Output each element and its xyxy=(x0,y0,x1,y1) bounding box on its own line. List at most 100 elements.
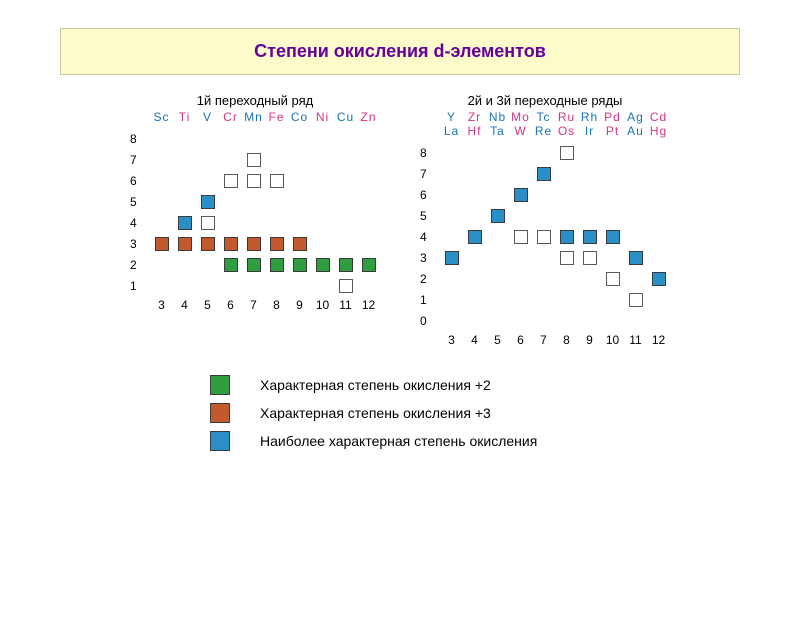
legend-swatch xyxy=(210,431,230,451)
oxidation-cell xyxy=(178,237,192,251)
element-label: Mo xyxy=(509,110,532,124)
element-label: Ti xyxy=(173,110,196,124)
oxidation-cell xyxy=(514,188,528,202)
oxidation-cell xyxy=(560,146,574,160)
oxidation-cell xyxy=(316,258,330,272)
oxidation-cell xyxy=(155,237,169,251)
oxidation-cell xyxy=(270,258,284,272)
oxidation-cell xyxy=(270,174,284,188)
x-tick: 3 xyxy=(448,333,455,347)
chart-1: 1й переходный ряд ScTiVCrMnFeCoNiCuZn 8 7… xyxy=(130,93,380,347)
element-label: Hf xyxy=(463,124,486,138)
x-tick: 12 xyxy=(652,333,665,347)
x-tick: 8 xyxy=(273,298,280,312)
element-label: Co xyxy=(288,110,311,124)
y-tick: 3 xyxy=(130,237,137,251)
y-tick: 1 xyxy=(130,279,137,293)
oxidation-cell xyxy=(247,237,261,251)
oxidation-cell xyxy=(537,230,551,244)
oxidation-cell xyxy=(652,272,666,286)
chart1-subtitle: 1й переходный ряд xyxy=(130,93,380,108)
legend-label: Характерная степень окисления +3 xyxy=(260,405,491,421)
oxidation-cell xyxy=(606,230,620,244)
chart2-elements: YZrNbMoTcRuRhPdAgCdLaHfTaWReOsIrPtAuHg xyxy=(420,110,670,138)
oxidation-cell xyxy=(537,167,551,181)
chart2-plot: 876543210 xyxy=(420,142,670,331)
oxidation-cell xyxy=(178,216,192,230)
x-tick: 9 xyxy=(296,298,303,312)
legend-row: Наиболее характерная степень окисления xyxy=(210,431,537,451)
element-label: Ta xyxy=(486,124,509,138)
legend: Характерная степень окисления +2 Характер… xyxy=(0,375,800,451)
oxidation-cell xyxy=(629,293,643,307)
legend-row: Характерная степень окисления +3 xyxy=(210,403,491,423)
x-tick: 4 xyxy=(181,298,188,312)
oxidation-cell xyxy=(445,251,459,265)
element-label: La xyxy=(440,124,463,138)
y-tick: 8 xyxy=(420,146,427,160)
element-label: Y xyxy=(440,110,463,124)
legend-row: Характерная степень окисления +2 xyxy=(210,375,491,395)
oxidation-cell xyxy=(560,230,574,244)
element-label: Nb xyxy=(486,110,509,124)
legend-swatch xyxy=(210,375,230,395)
oxidation-cell xyxy=(514,230,528,244)
element-label: V xyxy=(196,110,219,124)
y-tick: 5 xyxy=(420,209,427,223)
element-label: Sc xyxy=(150,110,173,124)
oxidation-cell xyxy=(201,237,215,251)
chart2-subtitle: 2й и 3й переходные ряды xyxy=(420,93,670,108)
oxidation-cell xyxy=(224,174,238,188)
element-label: Rh xyxy=(578,110,601,124)
oxidation-cell xyxy=(247,258,261,272)
element-label: Hg xyxy=(647,124,670,138)
element-label: W xyxy=(509,124,532,138)
y-tick: 1 xyxy=(420,293,427,307)
page-title: Степени окисления d-элементов xyxy=(254,41,546,61)
chart1-plot: 87654321 xyxy=(130,128,380,296)
oxidation-cell xyxy=(606,272,620,286)
x-tick: 12 xyxy=(362,298,375,312)
x-tick: 10 xyxy=(606,333,619,347)
oxidation-cell xyxy=(247,153,261,167)
element-label: Zn xyxy=(357,110,380,124)
legend-swatch xyxy=(210,403,230,423)
oxidation-cell xyxy=(583,230,597,244)
element-label: Ni xyxy=(311,110,334,124)
chart1-elements: ScTiVCrMnFeCoNiCuZn xyxy=(130,110,380,124)
x-tick: 7 xyxy=(250,298,257,312)
oxidation-cell xyxy=(247,174,261,188)
x-tick: 11 xyxy=(629,333,641,347)
oxidation-cell xyxy=(293,237,307,251)
y-tick: 7 xyxy=(130,153,137,167)
y-tick: 0 xyxy=(420,314,427,328)
y-tick: 2 xyxy=(420,272,427,286)
chart1-xaxis: 3456789101112 xyxy=(130,296,380,312)
y-tick: 3 xyxy=(420,251,427,265)
x-tick: 3 xyxy=(158,298,165,312)
chart2-xaxis: 3456789101112 xyxy=(420,331,670,347)
element-label: Cr xyxy=(219,110,242,124)
y-tick: 8 xyxy=(130,132,137,146)
y-tick: 4 xyxy=(130,216,137,230)
element-label: Cu xyxy=(334,110,357,124)
oxidation-cell xyxy=(468,230,482,244)
oxidation-cell xyxy=(339,258,353,272)
y-tick: 6 xyxy=(130,174,137,188)
element-label: Mn xyxy=(242,110,265,124)
oxidation-cell xyxy=(201,195,215,209)
element-label: Pd xyxy=(601,110,624,124)
title-box: Степени окисления d-элементов xyxy=(60,28,740,75)
oxidation-cell xyxy=(293,258,307,272)
oxidation-cell xyxy=(224,237,238,251)
y-tick: 5 xyxy=(130,195,137,209)
element-label: Cd xyxy=(647,110,670,124)
oxidation-cell xyxy=(491,209,505,223)
x-tick: 6 xyxy=(227,298,234,312)
y-tick: 7 xyxy=(420,167,427,181)
x-tick: 11 xyxy=(339,298,351,312)
oxidation-cell xyxy=(629,251,643,265)
y-tick: 6 xyxy=(420,188,427,202)
oxidation-cell xyxy=(560,251,574,265)
element-label: Os xyxy=(555,124,578,138)
